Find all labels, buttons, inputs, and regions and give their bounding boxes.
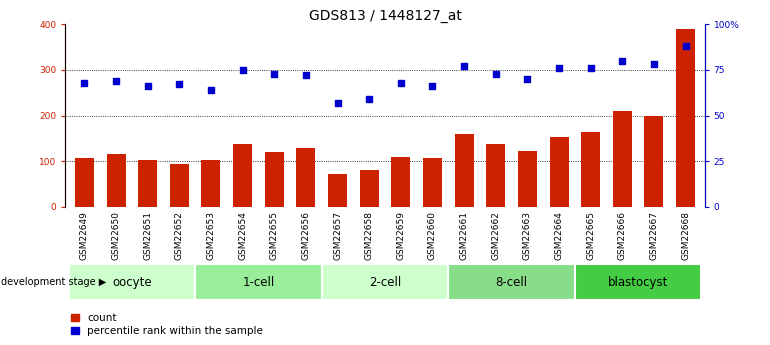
Text: GSM22655: GSM22655 — [270, 211, 279, 260]
Text: GSM22654: GSM22654 — [238, 211, 247, 260]
Text: 2-cell: 2-cell — [369, 276, 401, 288]
Point — [110, 78, 122, 83]
Text: GSM22660: GSM22660 — [428, 211, 437, 260]
Bar — [106, 155, 126, 207]
Text: GSM22665: GSM22665 — [586, 211, 595, 260]
Bar — [423, 158, 442, 207]
Text: GSM22666: GSM22666 — [618, 211, 627, 260]
Text: GSM22651: GSM22651 — [143, 211, 152, 260]
Bar — [296, 148, 316, 207]
Bar — [265, 152, 284, 207]
Bar — [448, 264, 575, 300]
Text: 8-cell: 8-cell — [495, 276, 527, 288]
Text: GSM22668: GSM22668 — [681, 211, 690, 260]
Text: GSM22658: GSM22658 — [365, 211, 373, 260]
Text: development stage ▶: development stage ▶ — [1, 277, 106, 287]
Bar — [454, 134, 474, 207]
Bar — [676, 29, 695, 207]
Legend: count, percentile rank within the sample: count, percentile rank within the sample — [71, 313, 263, 336]
Text: GSM22657: GSM22657 — [333, 211, 342, 260]
Text: GSM22650: GSM22650 — [112, 211, 121, 260]
Bar — [322, 264, 448, 300]
Bar — [575, 264, 701, 300]
Point — [236, 67, 249, 72]
Text: GSM22656: GSM22656 — [301, 211, 310, 260]
Point — [427, 83, 439, 89]
Point — [648, 62, 660, 67]
Text: oocyte: oocyte — [112, 276, 152, 288]
Bar — [69, 264, 195, 300]
Point — [679, 43, 691, 49]
Bar — [233, 144, 252, 207]
Point — [521, 76, 534, 82]
Point — [458, 63, 470, 69]
Bar — [613, 111, 631, 207]
Text: GSM22653: GSM22653 — [206, 211, 216, 260]
Text: GSM22662: GSM22662 — [491, 211, 500, 260]
Point — [616, 58, 628, 63]
Text: blastocyst: blastocyst — [608, 276, 668, 288]
Text: GSM22664: GSM22664 — [554, 211, 564, 260]
Bar — [75, 158, 94, 207]
Point — [553, 65, 565, 71]
Point — [173, 82, 186, 87]
Text: GSM22661: GSM22661 — [460, 211, 469, 260]
Point — [142, 83, 154, 89]
Point — [205, 87, 217, 93]
Bar — [202, 160, 220, 207]
Text: GSM22649: GSM22649 — [80, 211, 89, 260]
Point — [363, 96, 375, 102]
Text: GSM22663: GSM22663 — [523, 211, 532, 260]
Bar — [581, 131, 600, 207]
Point — [490, 71, 502, 76]
Text: GSM22652: GSM22652 — [175, 211, 184, 260]
Text: 1-cell: 1-cell — [243, 276, 275, 288]
Bar — [550, 137, 568, 207]
Text: GSM22667: GSM22667 — [649, 211, 658, 260]
Bar — [486, 144, 505, 207]
Point — [268, 71, 280, 76]
Text: GSM22659: GSM22659 — [397, 211, 405, 260]
Bar — [328, 174, 347, 207]
Point — [300, 72, 312, 78]
Bar — [360, 169, 379, 207]
Bar — [391, 157, 410, 207]
Point — [79, 80, 91, 86]
Bar — [170, 164, 189, 207]
Point — [584, 65, 597, 71]
Bar — [195, 264, 322, 300]
Point — [395, 80, 407, 86]
Bar — [518, 151, 537, 207]
Bar — [644, 117, 664, 207]
Point — [331, 100, 343, 106]
Bar — [139, 160, 157, 207]
Title: GDS813 / 1448127_at: GDS813 / 1448127_at — [309, 9, 461, 23]
